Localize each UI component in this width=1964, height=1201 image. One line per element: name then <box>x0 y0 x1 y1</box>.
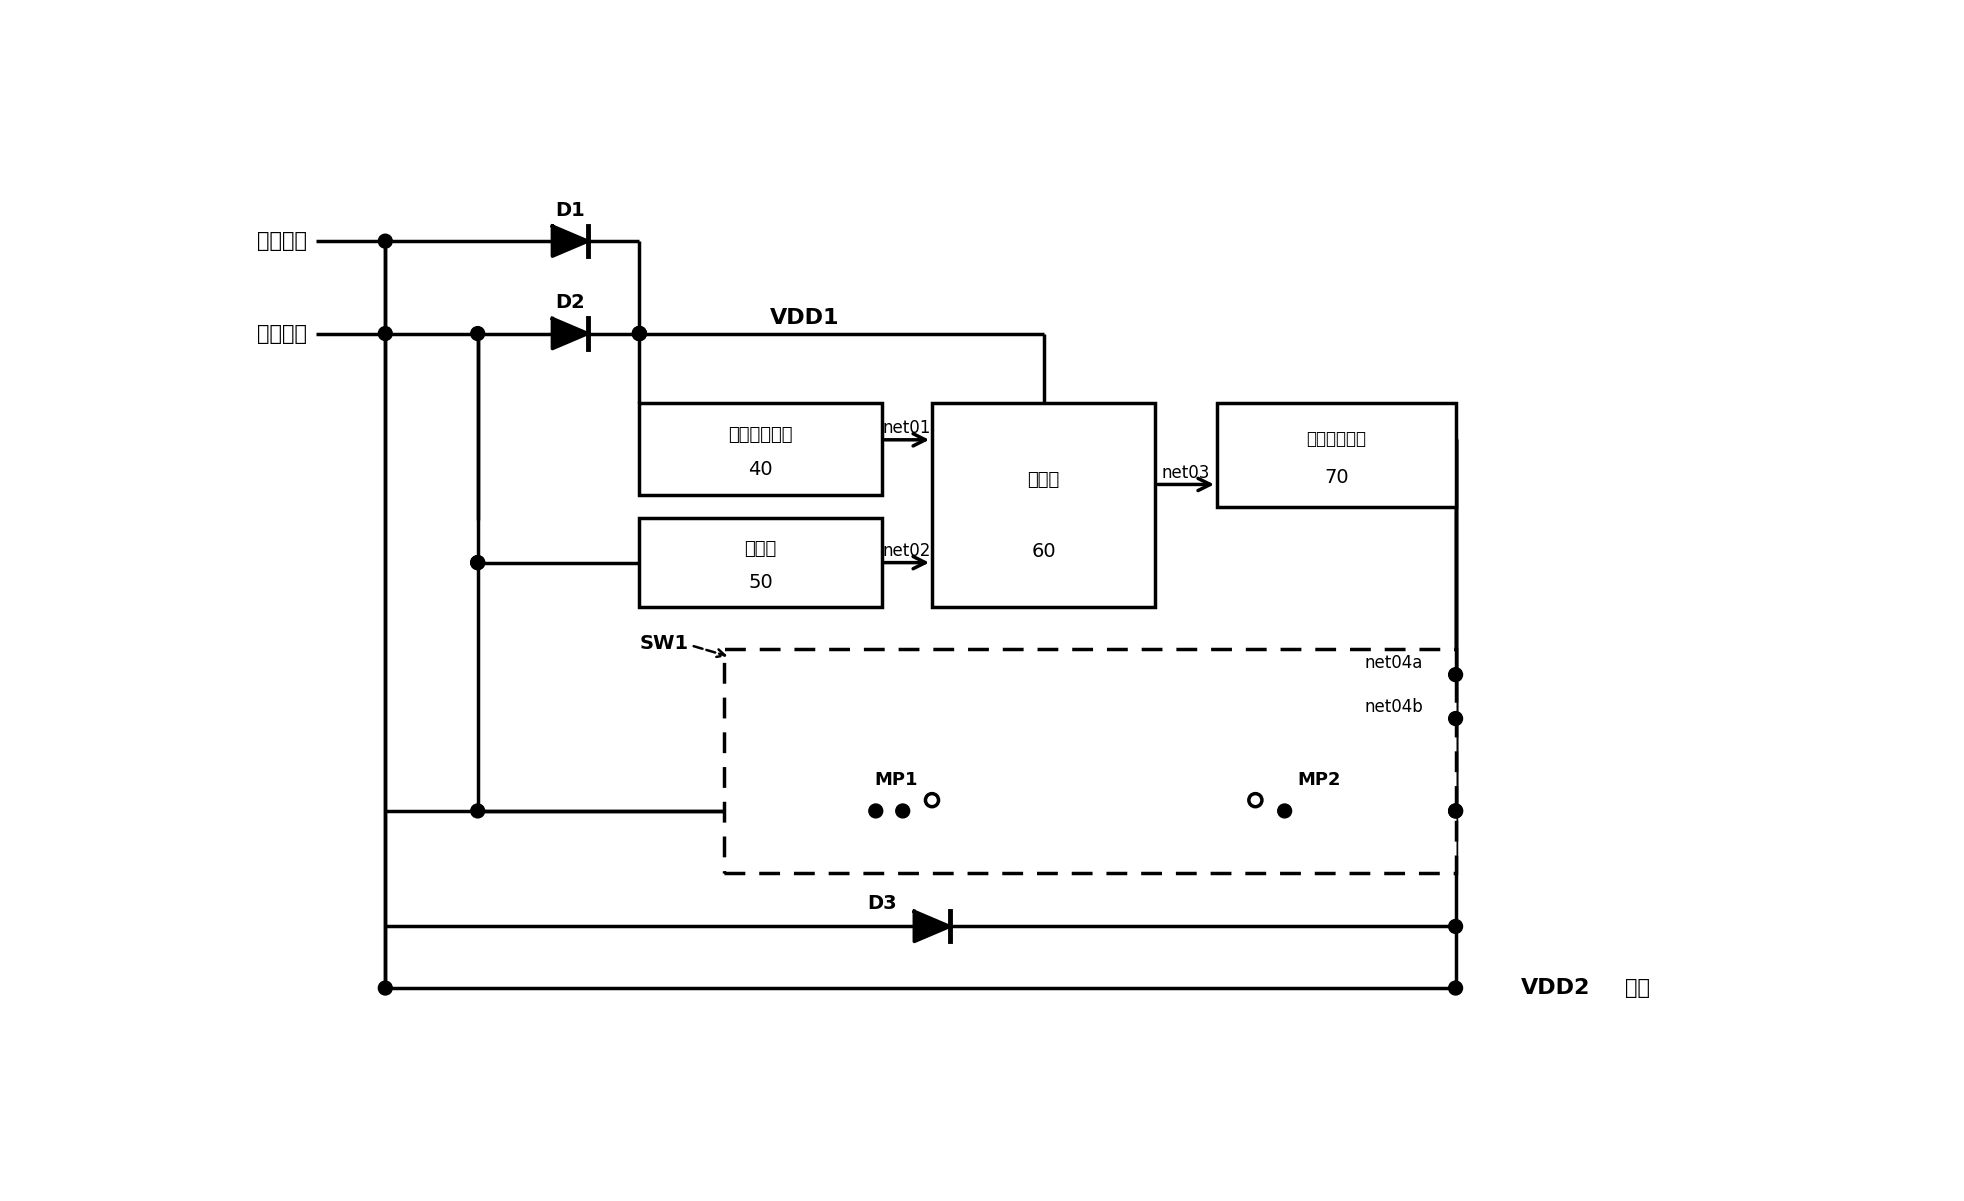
Circle shape <box>1447 981 1461 994</box>
Polygon shape <box>552 226 587 256</box>
Circle shape <box>1447 803 1461 818</box>
Text: D3: D3 <box>866 894 896 913</box>
Text: 40: 40 <box>748 460 772 479</box>
Circle shape <box>1447 668 1461 682</box>
Bar <box>638 519 882 607</box>
Text: net04b: net04b <box>1363 698 1422 716</box>
Circle shape <box>632 327 646 340</box>
Circle shape <box>1277 803 1290 818</box>
Text: net03: net03 <box>1161 464 1210 482</box>
Text: 外部电源: 外部电源 <box>257 231 306 251</box>
Circle shape <box>379 234 393 249</box>
Text: D1: D1 <box>556 201 585 220</box>
Text: 负载: 负载 <box>1624 978 1650 998</box>
Circle shape <box>471 556 485 569</box>
Circle shape <box>925 794 939 807</box>
Circle shape <box>868 803 882 818</box>
Circle shape <box>1447 712 1461 725</box>
Text: SW1: SW1 <box>638 634 687 652</box>
Bar <box>931 402 1155 607</box>
Text: 50: 50 <box>748 573 772 592</box>
Text: net04a: net04a <box>1365 655 1422 673</box>
Polygon shape <box>552 318 587 348</box>
Text: 电压基准模块: 电压基准模块 <box>729 426 793 444</box>
Text: 分压器: 分压器 <box>744 540 776 558</box>
Text: 比较器: 比较器 <box>1027 471 1059 489</box>
Text: VDD2: VDD2 <box>1520 978 1589 998</box>
Text: MP1: MP1 <box>874 771 917 789</box>
Circle shape <box>1447 803 1461 818</box>
Bar <box>1216 402 1455 507</box>
Circle shape <box>896 803 909 818</box>
Circle shape <box>632 327 646 340</box>
Circle shape <box>471 803 485 818</box>
Text: 70: 70 <box>1324 468 1347 488</box>
Polygon shape <box>913 912 949 942</box>
Text: 电池电源: 电池电源 <box>257 323 306 343</box>
Circle shape <box>379 327 393 340</box>
Text: net01: net01 <box>882 419 931 437</box>
Text: MP2: MP2 <box>1296 771 1341 789</box>
Text: D2: D2 <box>556 293 585 312</box>
Circle shape <box>1447 920 1461 933</box>
Bar <box>638 402 882 495</box>
Bar <box>723 650 1455 873</box>
Circle shape <box>1249 794 1261 807</box>
Text: 60: 60 <box>1031 543 1055 561</box>
Circle shape <box>632 327 646 340</box>
Text: VDD1: VDD1 <box>770 309 839 328</box>
Circle shape <box>471 556 485 569</box>
Circle shape <box>471 327 485 340</box>
Text: 电平转移模块: 电平转移模块 <box>1306 430 1365 448</box>
Text: net02: net02 <box>882 542 931 560</box>
Circle shape <box>379 981 393 994</box>
